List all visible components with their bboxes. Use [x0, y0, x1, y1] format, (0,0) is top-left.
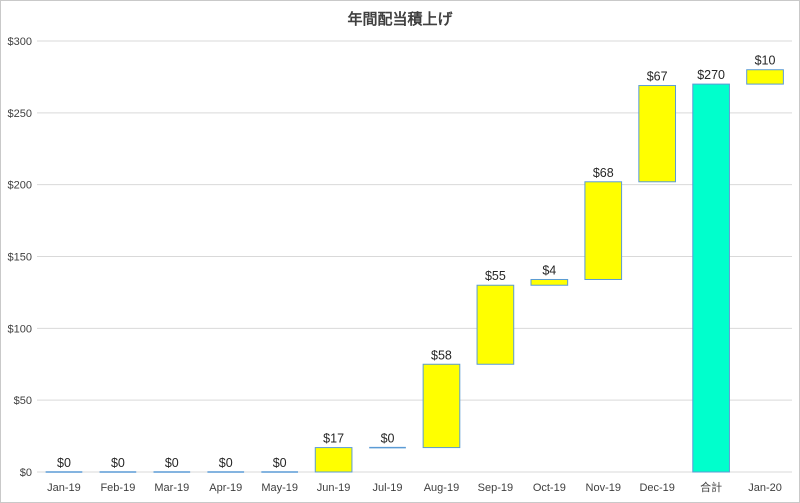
increase-bar	[314, 447, 353, 473]
x-tick-label: Aug-19	[424, 482, 459, 494]
increase-bar	[530, 278, 569, 286]
x-tick-label: 合計	[700, 480, 722, 494]
increase-bar	[422, 363, 461, 449]
x-tick-label: Oct-19	[533, 482, 566, 494]
data-label: $0	[111, 456, 125, 470]
data-label: $0	[381, 432, 395, 446]
x-tick-label: Jun-19	[317, 482, 351, 494]
x-tick-label: Nov-19	[586, 482, 621, 494]
data-label: $10	[755, 54, 776, 68]
total-bar	[692, 83, 730, 473]
data-label: $0	[219, 456, 233, 470]
data-label: $0	[57, 456, 71, 470]
increase-bar	[584, 181, 623, 280]
y-tick-label: $0	[20, 467, 32, 479]
x-tick-label: Feb-19	[100, 482, 135, 494]
y-tick-label: $200	[8, 180, 32, 192]
y-tick-label: $100	[8, 323, 32, 335]
data-label: $17	[323, 432, 344, 446]
increase-bar	[476, 284, 515, 365]
data-label: $68	[593, 166, 614, 180]
y-tick-label: $50	[14, 395, 32, 407]
x-tick-label: Mar-19	[154, 482, 189, 494]
data-label: $270	[697, 68, 725, 82]
x-tick-label: Jan-20	[748, 482, 782, 494]
data-label: $55	[485, 269, 506, 283]
y-tick-label: $250	[8, 108, 32, 120]
increase-bar	[638, 85, 677, 183]
x-tick-label: Apr-19	[209, 482, 242, 494]
x-tick-label: Jul-19	[373, 482, 403, 494]
x-tick-label: May-19	[261, 482, 298, 494]
y-tick-label: $300	[8, 36, 32, 48]
data-label: $58	[431, 348, 452, 362]
chart-title: 年間配当積上げ	[347, 10, 453, 28]
data-label: $0	[165, 456, 179, 470]
increase-bar	[746, 69, 784, 85]
y-tick-label: $150	[8, 252, 32, 264]
data-label: $67	[647, 70, 668, 84]
data-label: $4	[542, 263, 556, 277]
data-label: $0	[273, 456, 287, 470]
x-tick-label: Jan-19	[47, 482, 81, 494]
x-tick-label: Sep-19	[478, 482, 513, 494]
x-tick-label: Dec-19	[639, 482, 674, 494]
